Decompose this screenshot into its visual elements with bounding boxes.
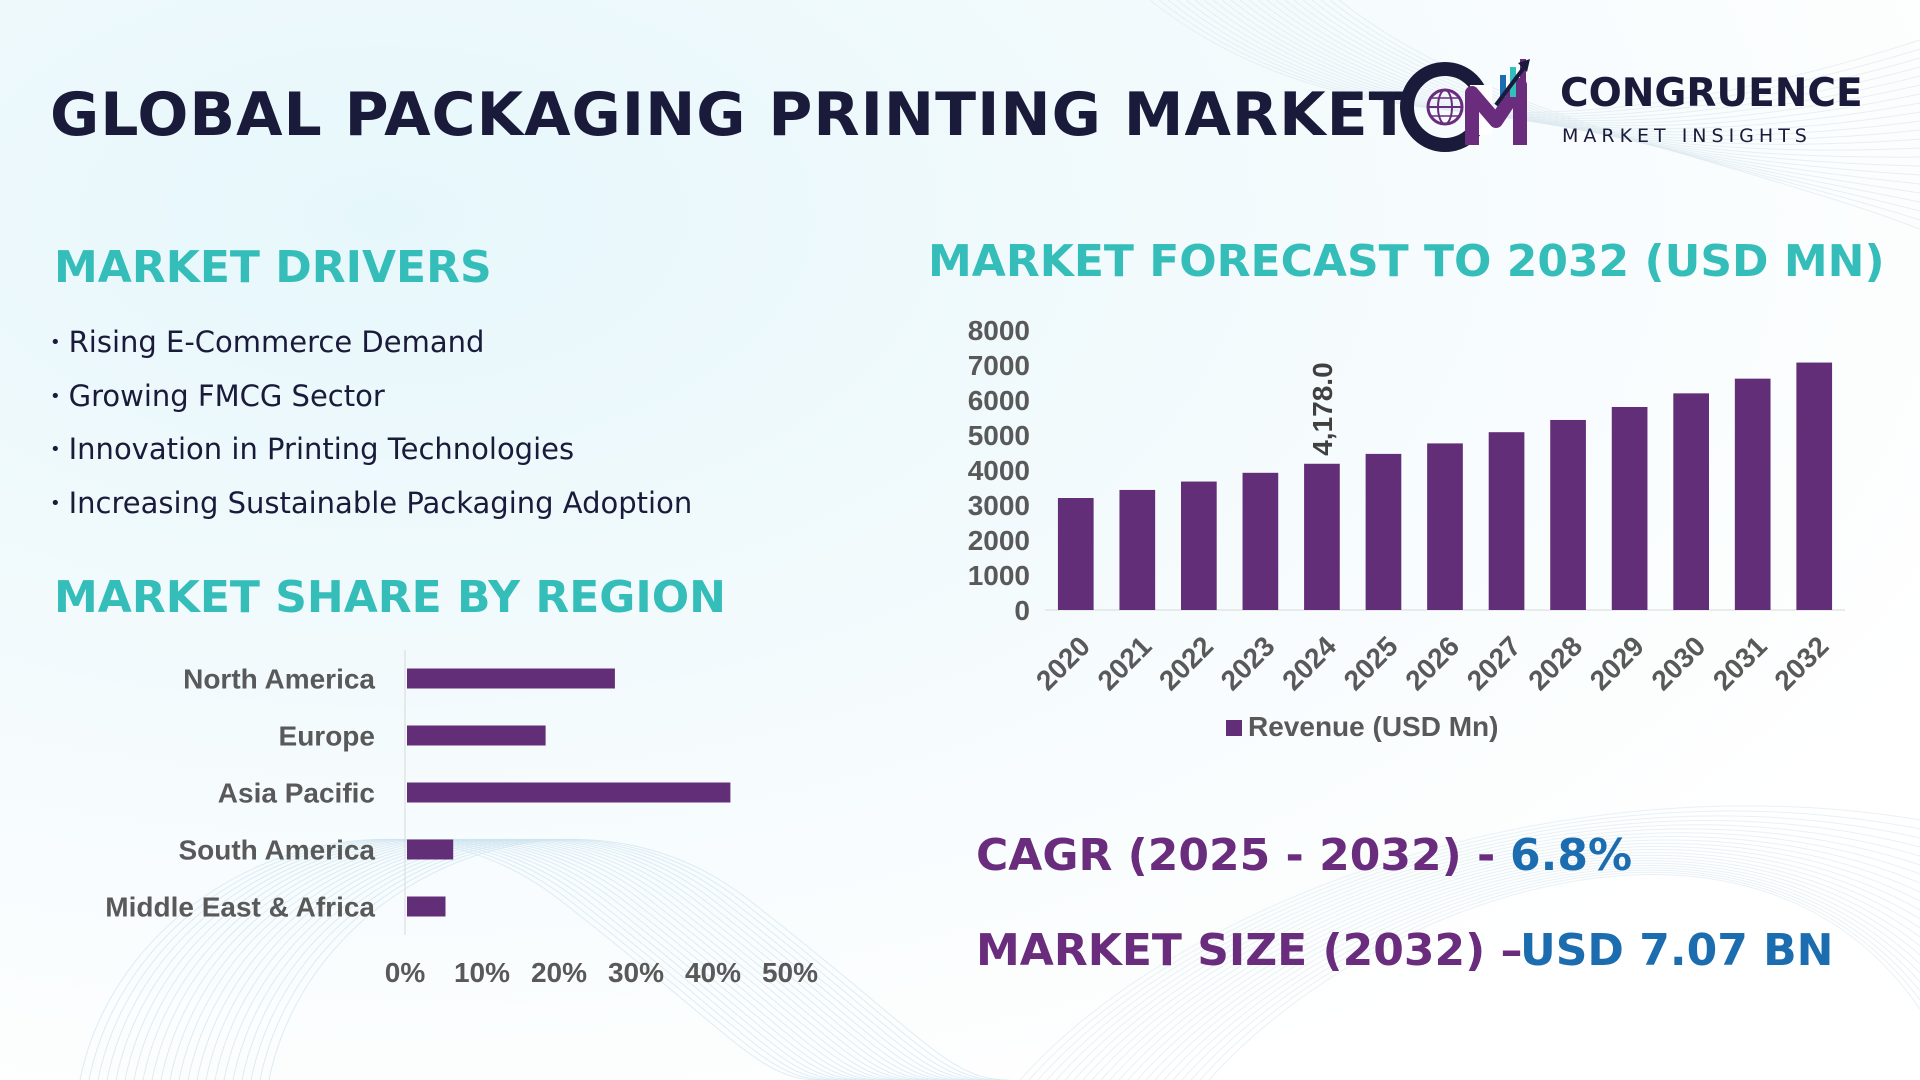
forecast-x-tick-label: 2029 (1584, 630, 1650, 696)
driver-item: Increasing Sustainable Packaging Adoptio… (50, 483, 693, 537)
forecast-x-tick-label: 2028 (1522, 630, 1588, 696)
region-x-tick-label: 0% (385, 957, 426, 988)
forecast-bar (1427, 443, 1463, 610)
forecast-data-label: 4,178.0 (1307, 362, 1338, 455)
forecast-x-tick-label: 2022 (1153, 630, 1219, 696)
forecast-y-tick-label: 0 (1014, 595, 1030, 626)
market-size-value: USD 7.07 BN (1520, 925, 1834, 976)
forecast-x-tick-label: 2023 (1215, 630, 1281, 696)
forecast-bar (1304, 463, 1340, 610)
region-bar (407, 896, 446, 917)
forecast-bar (1611, 407, 1648, 610)
driver-item: Innovation in Printing Technologies (50, 429, 692, 483)
forecast-y-tick-label: 8000 (968, 315, 1030, 346)
region-x-tick-label: 20% (531, 957, 587, 988)
forecast-bar (1673, 393, 1709, 610)
region-x-tick-label: 30% (608, 957, 664, 988)
market-forecast-title: MARKET FORECAST TO 2032 (USD MN) (928, 236, 1885, 287)
forecast-x-tick-label: 2021 (1092, 630, 1158, 696)
cagr-value: 6.8% (1510, 830, 1633, 881)
legend-swatch (1226, 720, 1242, 736)
congruence-logo: CONGRUENCE MARKET INSIGHTS (1400, 55, 1870, 155)
forecast-x-tick-label: 2020 (1030, 630, 1096, 696)
forecast-bar (1734, 378, 1771, 610)
forecast-y-tick-label: 7000 (968, 350, 1030, 381)
market-drivers-title: MARKET DRIVERS (54, 242, 492, 293)
forecast-x-tick-label: 2024 (1276, 630, 1342, 696)
forecast-bar (1119, 489, 1156, 610)
forecast-x-tick-label: 2031 (1707, 630, 1773, 696)
forecast-bar (1796, 362, 1833, 610)
page-title: GLOBAL PACKAGING PRINTING MARKET (50, 80, 1411, 150)
market-share-by-region-title: MARKET SHARE BY REGION (54, 572, 726, 623)
driver-item: Growing FMCG Sector (50, 376, 692, 430)
region-x-tick-label: 50% (762, 957, 818, 988)
region-category-label: North America (183, 664, 375, 695)
logo-name: CONGRUENCE (1560, 71, 1863, 116)
logo-tagline: MARKET INSIGHTS (1562, 125, 1812, 147)
market-size-label: MARKET SIZE (2032) – (976, 925, 1523, 976)
region-category-label: South America (178, 835, 375, 866)
forecast-x-tick-label: 2030 (1645, 630, 1711, 696)
region-bar (407, 668, 615, 689)
cm-monogram-icon (1400, 59, 1530, 152)
revenue-forecast-bar-chart: 0100020003000400050006000700080002020202… (968, 315, 1845, 742)
region-category-label: Middle East & Africa (105, 892, 375, 923)
forecast-y-tick-label: 4000 (968, 455, 1030, 486)
region-x-tick-label: 10% (454, 957, 510, 988)
forecast-y-tick-label: 1000 (968, 560, 1030, 591)
forecast-y-tick-label: 2000 (968, 525, 1030, 556)
region-bar (407, 782, 731, 803)
legend-label: Revenue (USD Mn) (1248, 711, 1498, 742)
forecast-bar (1057, 498, 1094, 610)
forecast-y-tick-label: 6000 (968, 385, 1030, 416)
forecast-bar (1365, 453, 1402, 610)
forecast-y-tick-label: 5000 (968, 420, 1030, 451)
region-category-label: Europe (279, 721, 375, 752)
driver-item: Rising E-Commerce Demand (50, 322, 692, 376)
forecast-bar (1550, 419, 1586, 610)
forecast-x-tick-label: 2027 (1461, 630, 1527, 696)
forecast-x-tick-label: 2026 (1399, 630, 1465, 696)
forecast-x-tick-label: 2032 (1769, 630, 1835, 696)
cagr-label: CAGR (2025 - 2032) - (976, 830, 1496, 881)
region-share-bar-chart: North America Europe Asia Pacific South Ame… (105, 650, 818, 988)
forecast-x-tick-label: 2025 (1338, 630, 1404, 696)
forecast-bar (1181, 481, 1217, 610)
region-x-tick-label: 40% (685, 957, 741, 988)
forecast-bar (1488, 432, 1525, 610)
market-drivers-list: Rising E-Commerce Demand Growing FMCG Se… (50, 322, 693, 537)
forecast-bar (1242, 472, 1279, 610)
forecast-y-tick-label: 3000 (968, 490, 1030, 521)
region-bar (407, 839, 454, 860)
region-category-label: Asia Pacific (218, 778, 375, 809)
region-bar (407, 725, 546, 746)
